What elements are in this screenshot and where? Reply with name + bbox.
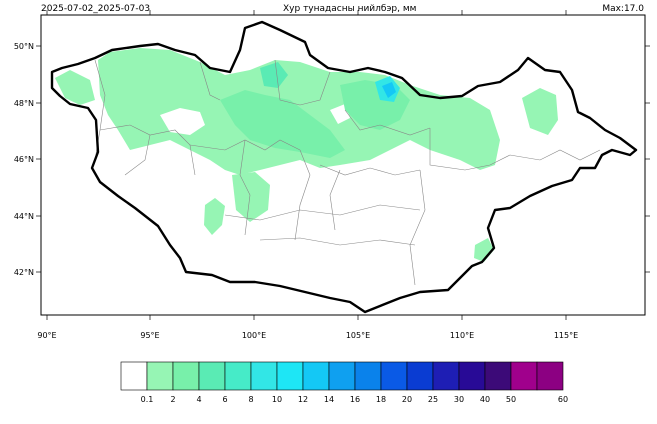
lon-tick-label: 100°E xyxy=(242,331,266,340)
legend-colorbar: 0.1 2 4 6 8 10 12 14 16 18 20 25 30 40 50 60 xyxy=(120,361,568,404)
lon-tick-label: 105°E xyxy=(346,331,370,340)
map-title: Хур тунадасны нийлбэр, мм xyxy=(283,4,417,14)
lon-tick-label: 90°E xyxy=(37,331,56,340)
lat-tick-label: 42°N xyxy=(14,268,34,277)
legend-swatch xyxy=(120,361,148,391)
legend-label: 16 xyxy=(350,395,360,404)
legend-swatch xyxy=(328,361,356,391)
precip-area-light xyxy=(522,88,558,135)
precip-area-light xyxy=(232,172,270,222)
legend-label: 10 xyxy=(272,395,282,404)
precipitation-layer xyxy=(55,48,558,262)
legend-label: 4 xyxy=(196,395,201,404)
legend-label: 18 xyxy=(376,395,386,404)
legend-swatch xyxy=(302,361,330,391)
legend-label: 12 xyxy=(298,395,308,404)
lat-tick-labels: 50°N 48°N 46°N 44°N 42°N xyxy=(14,42,34,277)
province-borders xyxy=(94,59,601,286)
legend-swatch xyxy=(380,361,408,391)
legend-swatch xyxy=(224,361,252,391)
precip-area-peak xyxy=(382,82,396,98)
legend-label: 8 xyxy=(248,395,253,404)
precip-gap xyxy=(160,108,205,135)
precip-area-light xyxy=(204,198,225,235)
legend-label: 25 xyxy=(428,395,438,404)
legend-swatch xyxy=(510,361,538,391)
date-range-label: 2025-07-02_2025-07-03 xyxy=(41,4,151,14)
legend-swatch xyxy=(406,361,434,391)
lat-tick-label: 50°N xyxy=(14,42,34,51)
precip-area-light xyxy=(474,238,494,262)
precip-area-medium xyxy=(260,62,288,88)
country-border xyxy=(50,20,638,314)
legend-swatch xyxy=(172,361,200,391)
legend-swatch xyxy=(458,361,486,391)
legend-swatch xyxy=(146,361,174,391)
lat-tick-label: 44°N xyxy=(14,212,34,221)
map-frame xyxy=(40,14,646,316)
lon-tick-label: 110°E xyxy=(450,331,474,340)
legend-label: 0.1 xyxy=(141,395,154,404)
legend-swatch xyxy=(354,361,382,391)
legend-swatch xyxy=(250,361,278,391)
legend-label: 14 xyxy=(324,395,334,404)
legend-label: 20 xyxy=(402,395,412,404)
lon-tick-label: 115°E xyxy=(554,331,578,340)
legend-label: 60 xyxy=(558,395,568,404)
legend-label: 2 xyxy=(170,395,175,404)
lon-tick-labels: 90°E 95°E 100°E 105°E 110°E 115°E xyxy=(37,331,578,340)
max-value-label: Max:17.0 xyxy=(602,4,644,14)
lat-tick-label: 46°N xyxy=(14,155,34,164)
tick-marks xyxy=(36,10,650,320)
legend-label: 30 xyxy=(454,395,464,404)
legend-swatch xyxy=(484,361,512,391)
lat-tick-label: 48°N xyxy=(14,99,34,108)
precip-area-light xyxy=(55,70,95,105)
legend-swatch xyxy=(536,361,564,391)
legend-label: 6 xyxy=(222,395,227,404)
legend-swatch xyxy=(276,361,304,391)
legend-label: 50 xyxy=(506,395,516,404)
legend-swatch xyxy=(198,361,226,391)
legend-label: 40 xyxy=(480,395,490,404)
lon-tick-label: 95°E xyxy=(140,331,159,340)
precip-area-medium xyxy=(220,90,345,158)
legend-swatch xyxy=(432,361,460,391)
